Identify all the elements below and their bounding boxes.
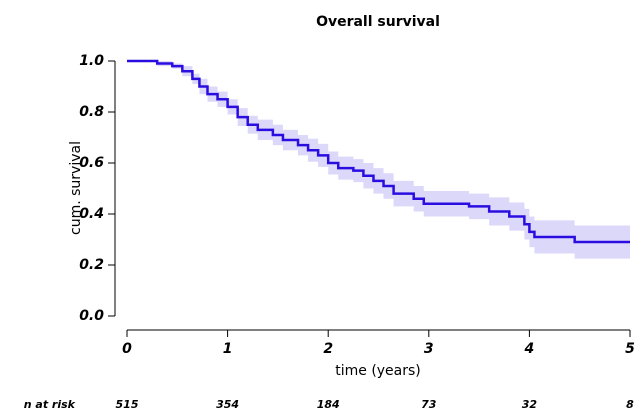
risk-count: 184 <box>317 398 340 411</box>
x-tick-label: 1 <box>223 341 233 357</box>
risk-table-label: n at risk <box>24 398 76 411</box>
x-tick-label: 0 <box>122 341 132 357</box>
x-tick-label: 2 <box>323 341 333 357</box>
y-tick-label: 0.2 <box>79 257 104 273</box>
risk-count: 32 <box>522 398 538 411</box>
y-tick-label: 0.0 <box>79 308 104 324</box>
y-tick-label: 1.0 <box>79 53 104 69</box>
y-axis-label: cum. survival <box>68 141 84 235</box>
x-tick-label: 5 <box>625 341 635 357</box>
y-tick-label: 0.8 <box>79 104 104 120</box>
y-tick-label: 0.6 <box>79 155 104 171</box>
survival-curve <box>127 59 630 244</box>
chart-title: Overall survival <box>316 14 440 30</box>
x-tick-label: 4 <box>524 341 535 357</box>
risk-count: 515 <box>116 398 139 411</box>
risk-count: 73 <box>421 398 437 411</box>
risk-count: 8 <box>626 398 634 411</box>
x-axis-label: time (years) <box>335 363 421 379</box>
risk-count: 354 <box>216 398 239 411</box>
y-tick-label: 0.4 <box>79 206 104 222</box>
x-tick-label: 3 <box>424 341 434 357</box>
confidence-band <box>127 61 630 259</box>
